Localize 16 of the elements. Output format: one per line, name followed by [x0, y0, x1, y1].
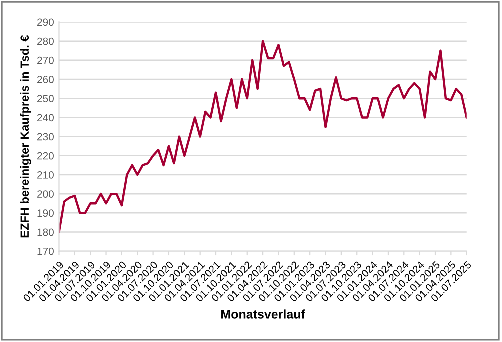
y-tick-label: 190 [38, 210, 54, 218]
y-tick-label: 240 [38, 114, 54, 122]
x-axis-title: Monatsverlauf [222, 310, 306, 319]
y-tick-label: 280 [38, 38, 54, 46]
y-tick-label: 270 [38, 56, 54, 64]
y-tick-label: 210 [38, 171, 54, 179]
y-tick-label: 200 [38, 190, 54, 198]
y-tick-label: 230 [38, 133, 54, 141]
y-tick-label: 180 [38, 228, 54, 236]
y-axis-title: EZFH bereinigter Kaufpreis in Tsd. € [20, 35, 32, 238]
y-tick-label: 290 [38, 18, 54, 26]
y-tick-label: 250 [38, 95, 54, 102]
y-tick-label: 220 [38, 152, 54, 160]
line-series [59, 40, 467, 234]
y-tick-label: 260 [38, 76, 54, 84]
y-tick-label: 170 [38, 248, 54, 256]
